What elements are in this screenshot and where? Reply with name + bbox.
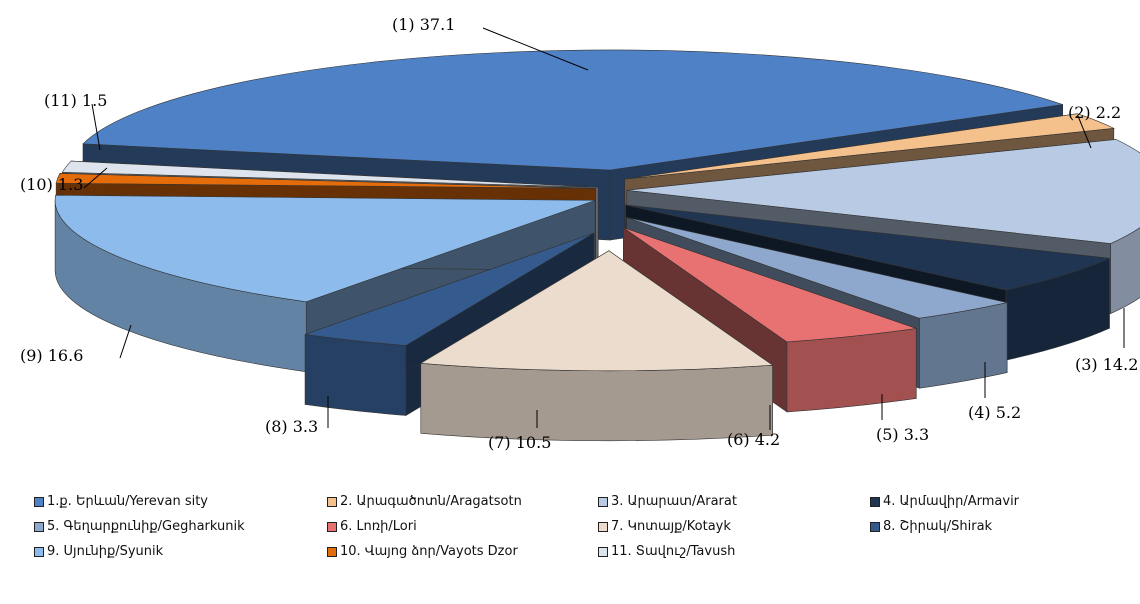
legend-swatch: [870, 521, 880, 532]
legend-item: 6. Լոռի/Lori: [327, 519, 417, 534]
slice-wall: [786, 328, 917, 413]
slice-top: [305, 232, 595, 346]
legend-swatch: [870, 496, 880, 507]
legend-item: 4. Արմավիր/Armavir: [870, 494, 1019, 509]
slice-top: [626, 139, 1140, 244]
slice-wall: [420, 362, 773, 442]
slice-top: [624, 113, 1115, 180]
legend-swatch: [34, 546, 44, 557]
data-label: (4) 5.2: [968, 403, 1021, 422]
legend-label: 10. Վայոց ձոր/Vayots Dzor: [340, 544, 518, 559]
legend-item: 3. Արարատ/Ararat: [598, 494, 737, 509]
pie-slice: [419, 250, 774, 442]
legend-label: 4. Արմավիր/Armavir: [883, 494, 1020, 509]
legend-item: 7. Կոտայք/Kotayk: [598, 519, 731, 534]
legend-label: 3. Արարատ/Ararat: [611, 494, 737, 509]
data-label: (6) 4.2: [727, 430, 780, 449]
leader-line: [83, 167, 108, 189]
slice-top: [419, 250, 774, 372]
legend-item: 1.ք. Երևան/Yerevan sity: [34, 494, 208, 509]
data-label: (10) 1.3: [20, 175, 83, 194]
legend-swatch: [327, 496, 337, 507]
slice-top: [61, 160, 599, 188]
slice-top: [625, 204, 1111, 291]
legend-swatch: [327, 546, 337, 557]
legend-label: 7. Կոտայք/Kotayk: [611, 519, 731, 534]
legend: 1.ք. Երևան/Yerevan sity 2. Արագածոտն/Ara…: [34, 494, 1134, 569]
slice-top: [623, 227, 917, 343]
data-label: (2) 2.2: [1068, 103, 1121, 122]
legend-label: 6. Լոռի/Lori: [340, 519, 417, 534]
legend-label: 8. Շիրակ/Shirak: [883, 519, 993, 534]
legend-swatch: [598, 546, 608, 557]
slice-wall: [1110, 227, 1140, 315]
legend-label: 2. Արագածոտն/Aragatsotn: [340, 494, 522, 509]
legend-swatch: [598, 496, 608, 507]
slice-top: [54, 194, 596, 303]
leader-line: [91, 103, 101, 151]
legend-swatch: [34, 521, 44, 532]
legend-item: 2. Արագածոտն/Aragatsotn: [327, 494, 522, 509]
data-label: (9) 16.6: [20, 346, 83, 365]
data-label: (5) 3.3: [876, 425, 929, 444]
slice-top: [82, 49, 1063, 171]
legend-item: 11. Տավուշ/Tavush: [598, 544, 735, 559]
leader-line: [1077, 115, 1092, 149]
pie-chart-svg: (1) 37.1 (2) 2.2 (3) 14.2 (4) 5.2 (5) 3.3 (6)…: [20, 15, 1140, 452]
legend-item: 5. Գեղարքունիք/Gegharkunik: [34, 519, 245, 534]
legend-swatch: [34, 496, 44, 507]
legend-item: 10. Վայոց ձոր/Vayots Dzor: [327, 544, 518, 559]
data-label: (3) 14.2: [1075, 355, 1138, 374]
slice-top: [55, 173, 596, 189]
legend-item: 8. Շիրակ/Shirak: [870, 519, 992, 534]
legend-label: 11. Տավուշ/Tavush: [611, 544, 736, 559]
data-label: (1) 37.1: [392, 15, 455, 34]
slice-wall: [304, 334, 407, 416]
legend-swatch: [327, 521, 337, 532]
legend-row: 9. Սյունիք/Syunik 10. Վայոց ձոր/Vayots D…: [34, 544, 1134, 569]
data-label: (7) 10.5: [488, 433, 551, 452]
legend-label: 5. Գեղարքունիք/Gegharkunik: [47, 519, 245, 534]
legend-row: 5. Գեղարքունիք/Gegharkunik 6. Լոռի/Lori …: [34, 519, 1134, 544]
legend-swatch: [598, 521, 608, 532]
data-label: (8) 3.3: [265, 417, 318, 436]
leader-line: [482, 27, 589, 71]
legend-label: 9. Սյունիք/Syunik: [47, 544, 164, 559]
legend-row: 1.ք. Երևան/Yerevan sity 2. Արագածոտն/Ara…: [34, 494, 1134, 519]
leader-line: [119, 324, 132, 359]
legend-item: 9. Սյունիք/Syunik: [34, 544, 163, 559]
data-label: (11) 1.5: [44, 91, 107, 110]
legend-label: 1.ք. Երևան/Yerevan sity: [47, 494, 209, 509]
slice-top: [626, 217, 1008, 319]
